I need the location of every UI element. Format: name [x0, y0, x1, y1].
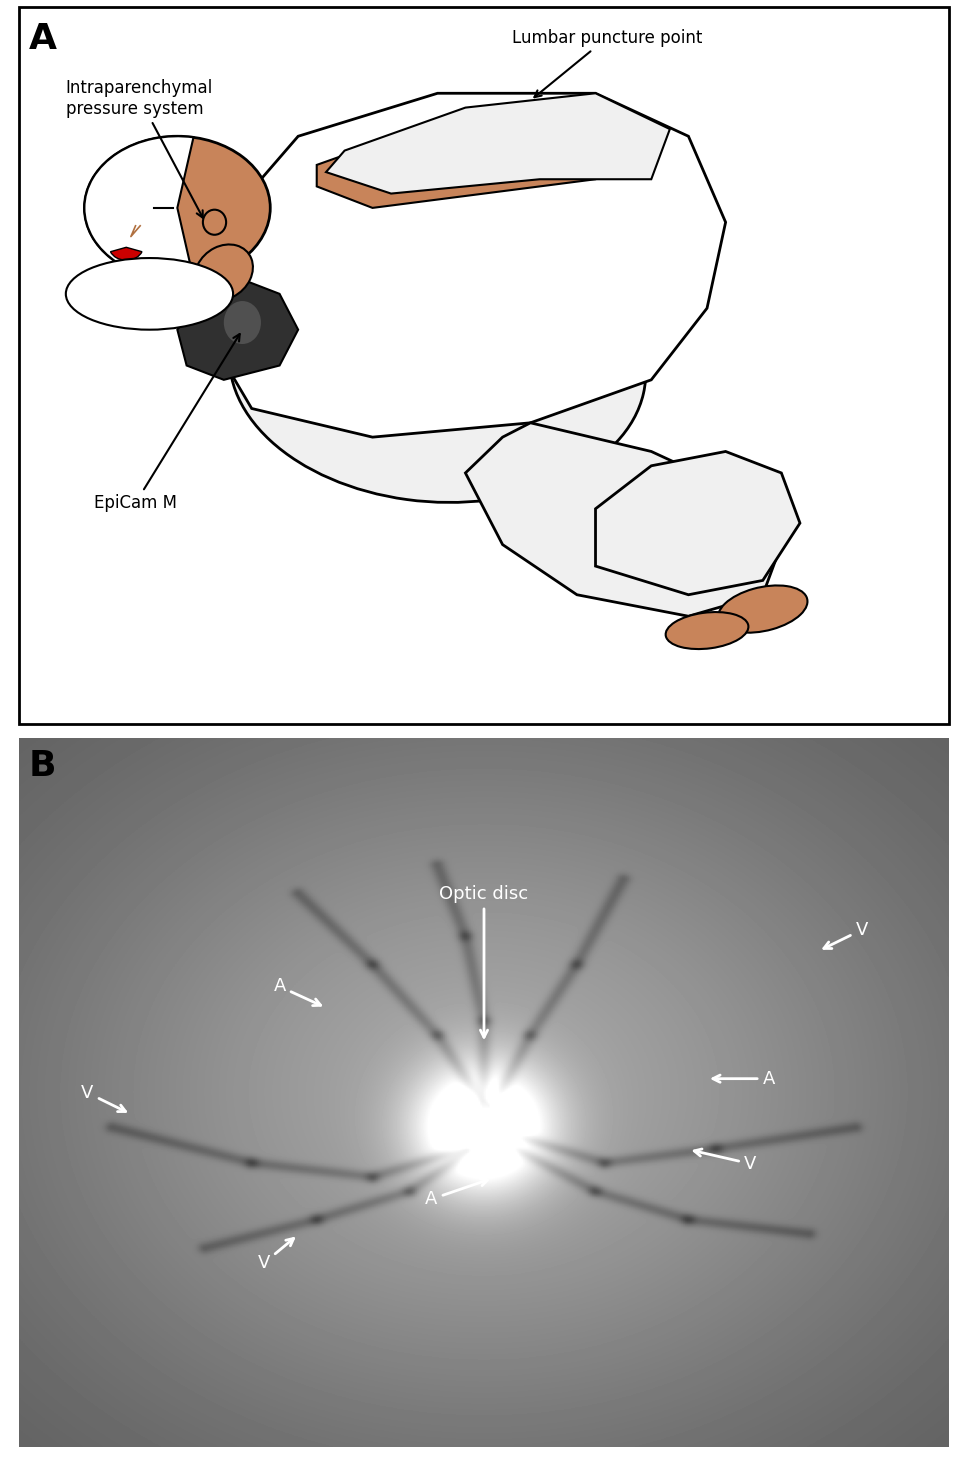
Ellipse shape	[203, 209, 227, 235]
Ellipse shape	[229, 228, 646, 503]
Text: V: V	[694, 1149, 757, 1173]
Circle shape	[84, 136, 270, 279]
Polygon shape	[177, 279, 298, 380]
Ellipse shape	[666, 613, 748, 649]
Ellipse shape	[718, 585, 807, 633]
Wedge shape	[84, 136, 194, 279]
Wedge shape	[110, 247, 142, 260]
Text: A: A	[273, 978, 320, 1006]
Text: V: V	[81, 1083, 126, 1111]
Ellipse shape	[224, 301, 261, 344]
Polygon shape	[326, 94, 670, 193]
Text: EpiCam M: EpiCam M	[94, 333, 240, 513]
Ellipse shape	[195, 244, 253, 300]
Polygon shape	[466, 423, 781, 617]
Text: A: A	[29, 22, 57, 56]
Text: Lumbar puncture point: Lumbar puncture point	[512, 29, 702, 96]
Text: Optic disc: Optic disc	[439, 886, 529, 1038]
Text: Intraparenchymal
pressure system: Intraparenchymal pressure system	[66, 79, 213, 218]
Ellipse shape	[66, 259, 233, 330]
Polygon shape	[317, 108, 623, 208]
Text: B: B	[29, 749, 56, 784]
Text: V: V	[824, 921, 868, 949]
Text: V: V	[257, 1238, 293, 1272]
Polygon shape	[595, 452, 800, 595]
Text: A: A	[712, 1070, 775, 1088]
Text: A: A	[425, 1178, 488, 1208]
Polygon shape	[205, 94, 726, 437]
